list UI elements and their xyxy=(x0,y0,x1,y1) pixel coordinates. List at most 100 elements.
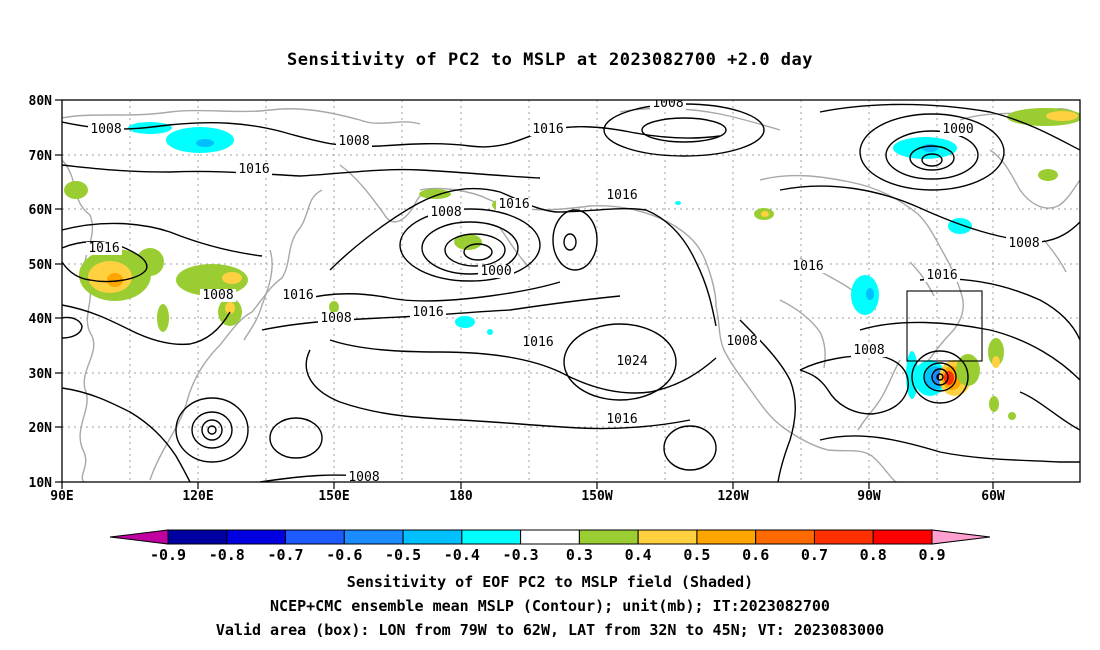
contour-label: 1016 xyxy=(532,122,563,137)
colorbar-tick-label: -0.7 xyxy=(267,546,303,564)
contour-label: 1008 xyxy=(202,288,233,303)
latitude-labels: 80N 70N 60N 50N 40N 30N 20N 10N xyxy=(29,94,53,491)
colorbar-segment xyxy=(402,529,463,545)
contour-label-bg xyxy=(940,123,976,136)
contour-label: 1016 xyxy=(282,288,313,303)
colorbar-segment xyxy=(637,529,698,545)
colorbar-tick-label: -0.5 xyxy=(385,546,421,564)
colorbar-tick-label: 0.5 xyxy=(683,546,710,564)
contour-label: 1024 xyxy=(616,354,647,369)
colorbar-segment xyxy=(226,529,287,545)
contour-label: 1016 xyxy=(606,188,637,203)
contour-label-bg xyxy=(428,206,464,219)
contour-label-bg xyxy=(410,306,446,319)
caption-line-1: Sensitivity of EOF PC2 to MSLP field (Sh… xyxy=(346,573,754,591)
lon-label: 90E xyxy=(50,489,73,504)
contour-label: 1000 xyxy=(480,264,511,279)
colorbar-tick-label: 0.9 xyxy=(918,546,945,564)
colorbar-segment xyxy=(167,529,228,545)
colorbar xyxy=(109,529,991,545)
contour-label-bg xyxy=(530,123,566,136)
contour-label: 1016 xyxy=(606,412,637,427)
lat-label: 80N xyxy=(29,94,53,109)
contour-label: 1008 xyxy=(338,134,369,149)
contour-label-bg xyxy=(336,135,372,148)
contour-label: 1016 xyxy=(522,335,553,350)
colorbar-tick-label: -0.9 xyxy=(150,546,186,564)
colorbar-segment xyxy=(520,529,580,545)
contour-label: 1008 xyxy=(726,334,757,349)
contour-label: 1016 xyxy=(926,268,957,283)
lon-label: 90W xyxy=(857,489,881,504)
lat-label: 30N xyxy=(29,367,53,382)
contour-label-bg xyxy=(520,336,556,349)
lon-label: 180 xyxy=(449,489,473,504)
lat-label: 10N xyxy=(29,476,53,491)
colorbar-left-triangle xyxy=(109,529,169,545)
contour-label: 1000 xyxy=(942,122,973,137)
lat-label: 70N xyxy=(29,149,53,164)
colorbar-tick-label: 0.7 xyxy=(801,546,828,564)
contour-label-bg xyxy=(86,242,122,255)
lat-label: 60N xyxy=(29,203,53,218)
colorbar-tick-labels: -0.9 -0.8 -0.7 -0.6 -0.5 -0.4 -0.3 0.3 0.4 0.5 0.6… xyxy=(150,546,946,564)
lat-label: 40N xyxy=(29,312,53,327)
colorbar-right-triangle xyxy=(931,529,991,545)
colorbar-tick-label: 0.3 xyxy=(566,546,593,564)
contour-label: 1008 xyxy=(90,122,121,137)
contour-label-bg xyxy=(650,100,686,110)
contour-label-bg xyxy=(346,471,382,482)
lon-label: 60W xyxy=(981,489,1005,504)
colorbar-tick-label: -0.6 xyxy=(326,546,362,564)
colorbar-segment xyxy=(578,529,639,545)
lat-label: 20N xyxy=(29,421,53,436)
colorbar-tick-label: -0.4 xyxy=(444,546,480,564)
lon-label: 150E xyxy=(318,489,349,504)
contour-label-bg xyxy=(496,198,532,211)
contour-label: 1016 xyxy=(412,305,443,320)
contour-labels: 1008 1008 1016 1016 1008 1000 1016 1008 1016 1016… xyxy=(86,96,1042,485)
map-frame-border xyxy=(61,99,1081,483)
axis-ticks xyxy=(55,99,994,489)
contour-label-bg xyxy=(790,260,826,273)
colorbar-tick-label: 0.4 xyxy=(625,546,652,564)
colorbar-tick-label: -0.8 xyxy=(209,546,245,564)
contour-label: 1008 xyxy=(320,311,351,326)
contour-label-bg xyxy=(236,163,272,176)
plot-title: Sensitivity of PC2 to MSLP at 2023082700… xyxy=(286,50,813,70)
contour-label: 1008 xyxy=(348,470,379,485)
contour-label-bg xyxy=(318,312,354,325)
contour-label-bg xyxy=(88,123,124,136)
colorbar-segment xyxy=(872,529,933,545)
valid-area-box xyxy=(906,290,983,362)
contour-label: 1008 xyxy=(1008,236,1039,251)
contour-label-bg xyxy=(851,344,887,357)
contour-label-bg xyxy=(604,189,640,202)
lon-label: 120E xyxy=(182,489,213,504)
colorbar-segment xyxy=(696,529,757,545)
contour-label: 1016 xyxy=(792,259,823,274)
contour-label: 1016 xyxy=(498,197,529,212)
colorbar-tick-label: -0.3 xyxy=(503,546,539,564)
contour-label-bg xyxy=(478,265,514,278)
colorbar-segment xyxy=(813,529,874,545)
colorbar-tick-label: 0.6 xyxy=(742,546,769,564)
colorbar-segment xyxy=(285,529,345,545)
longitude-labels: 90E 120E 150E 180 150W 120W 90W 60W xyxy=(50,489,1005,504)
colorbar-segment xyxy=(755,529,815,545)
contour-label: 1008 xyxy=(853,343,884,358)
contour-label-bg xyxy=(280,289,316,302)
caption-line-3: Valid area (box): LON from 79W to 62W, L… xyxy=(215,621,885,639)
lon-label: 150W xyxy=(581,489,612,504)
contour-label: 1016 xyxy=(238,162,269,177)
colorbar-tick-label: 0.8 xyxy=(860,546,887,564)
contour-label-bg xyxy=(1006,237,1042,250)
contour-label: 1016 xyxy=(88,241,119,256)
contour-label: 1008 xyxy=(430,205,461,220)
lat-label: 50N xyxy=(29,258,53,273)
contour-label-bg xyxy=(200,289,236,302)
contour-label: 1008 xyxy=(652,96,683,111)
contour-label-bg xyxy=(724,335,760,348)
caption-line-2: NCEP+CMC ensemble mean MSLP (Contour); u… xyxy=(270,597,830,615)
